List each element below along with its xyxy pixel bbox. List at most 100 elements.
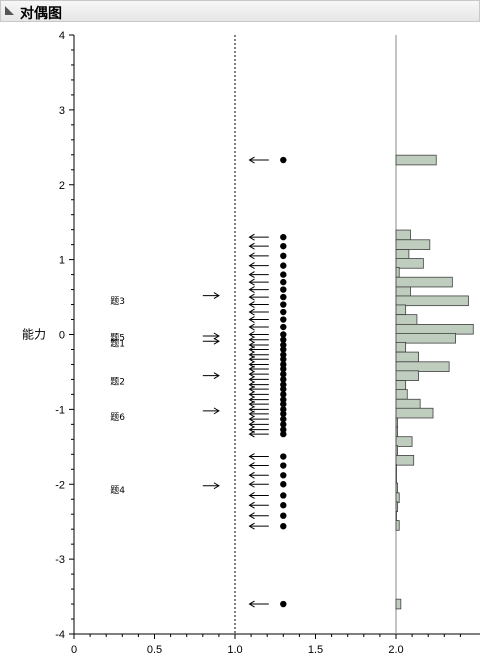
person-arrow-head	[248, 522, 255, 530]
histogram-bar	[395, 598, 402, 610]
y-tick-label: -3	[55, 554, 65, 566]
person-point	[280, 385, 287, 393]
x-tick-label: 1.5	[308, 644, 323, 656]
person-arrow-head	[248, 293, 255, 301]
histogram-bar	[395, 464, 397, 475]
histogram-bar	[395, 417, 399, 429]
person-arrow-head	[248, 471, 255, 479]
person-point	[280, 242, 287, 250]
y-axis-label: 能力	[22, 328, 46, 342]
histogram-bar	[395, 492, 400, 503]
person-point	[280, 156, 287, 164]
person-point	[280, 278, 287, 286]
person-point	[280, 341, 287, 349]
person-arrow-head	[248, 375, 255, 383]
histogram-bar	[395, 445, 399, 456]
item-label: 题2	[110, 377, 125, 388]
person-point	[280, 400, 287, 408]
person-point	[280, 233, 287, 241]
person-point	[280, 252, 287, 260]
histogram-bar	[395, 267, 400, 278]
y-tick-label: 4	[59, 30, 65, 42]
histogram-bar	[395, 380, 407, 391]
person-arrow-head	[248, 430, 255, 438]
histogram-bar	[395, 341, 407, 353]
histogram-bar	[395, 351, 419, 363]
item-arrow-head	[213, 292, 220, 299]
y-tick-label: -2	[55, 479, 65, 491]
person-point	[280, 308, 287, 316]
person-arrow-head	[248, 355, 255, 363]
histogram-bar	[395, 361, 450, 372]
person-arrow-head	[248, 462, 255, 469]
person-point	[280, 481, 287, 488]
person-point	[280, 351, 287, 358]
person-point	[280, 376, 287, 383]
person-point	[280, 453, 287, 460]
person-point	[280, 492, 287, 499]
person-point	[280, 472, 287, 479]
person-arrow-head	[248, 242, 255, 250]
person-point	[280, 421, 287, 428]
person-arrow-head	[248, 346, 255, 353]
histogram-bar	[395, 286, 411, 298]
item-arrow-head	[213, 337, 220, 345]
person-arrow-head	[248, 252, 255, 260]
person-arrow-head	[248, 301, 255, 308]
panel-title: 对偶图	[20, 6, 62, 22]
histogram-bar	[395, 511, 397, 522]
person-point	[280, 323, 287, 331]
x-tick-label: 0	[71, 644, 77, 656]
person-arrow-head	[248, 385, 255, 393]
person-point	[280, 426, 287, 433]
x-tick-label: 0.5	[147, 644, 162, 656]
person-point	[280, 396, 287, 403]
histogram-bar	[395, 482, 399, 494]
person-point	[280, 336, 287, 343]
y-tick-label: 0	[59, 330, 65, 342]
person-arrow-head	[248, 336, 255, 344]
histogram-bar	[395, 398, 421, 410]
histogram-bar	[395, 304, 407, 316]
person-arrow-head	[248, 316, 255, 323]
person-arrow-head	[248, 453, 255, 460]
disclosure-triangle-icon[interactable]	[5, 6, 14, 15]
person-point	[280, 356, 287, 363]
person-arrow-head	[248, 512, 255, 520]
person-point	[280, 406, 287, 413]
histogram-bar	[395, 295, 469, 307]
person-point	[280, 391, 287, 398]
person-point	[280, 502, 287, 509]
person-arrow-head	[248, 262, 255, 270]
person-point	[280, 262, 287, 269]
histogram-bar	[395, 407, 434, 419]
item-arrow-head	[213, 372, 220, 380]
person-arrow-head	[248, 501, 255, 509]
person-arrow-head	[248, 323, 255, 331]
person-point	[280, 286, 287, 293]
person-point	[280, 522, 287, 530]
person-point	[280, 316, 287, 323]
item-label: 题1	[110, 338, 125, 349]
histogram-bar	[395, 276, 453, 288]
person-arrow-head	[248, 308, 255, 316]
item-arrow-head	[213, 407, 220, 415]
panel-header: 对偶图	[0, 0, 480, 22]
person-point	[280, 346, 287, 353]
person-point	[280, 430, 287, 438]
person-arrow-head	[248, 400, 255, 408]
item-label: 题5	[110, 332, 125, 343]
person-point	[280, 361, 287, 368]
person-point	[280, 512, 287, 519]
person-arrow-head	[248, 480, 255, 488]
histogram-bar	[395, 314, 418, 325]
histogram-bar	[395, 154, 437, 166]
person-point	[280, 301, 287, 308]
person-arrow-head	[248, 415, 255, 423]
person-arrow-head	[248, 365, 255, 373]
person-arrow-head	[248, 600, 255, 608]
person-point	[280, 365, 287, 373]
y-tick-label: 1	[59, 255, 65, 267]
histogram-bar	[395, 239, 431, 250]
